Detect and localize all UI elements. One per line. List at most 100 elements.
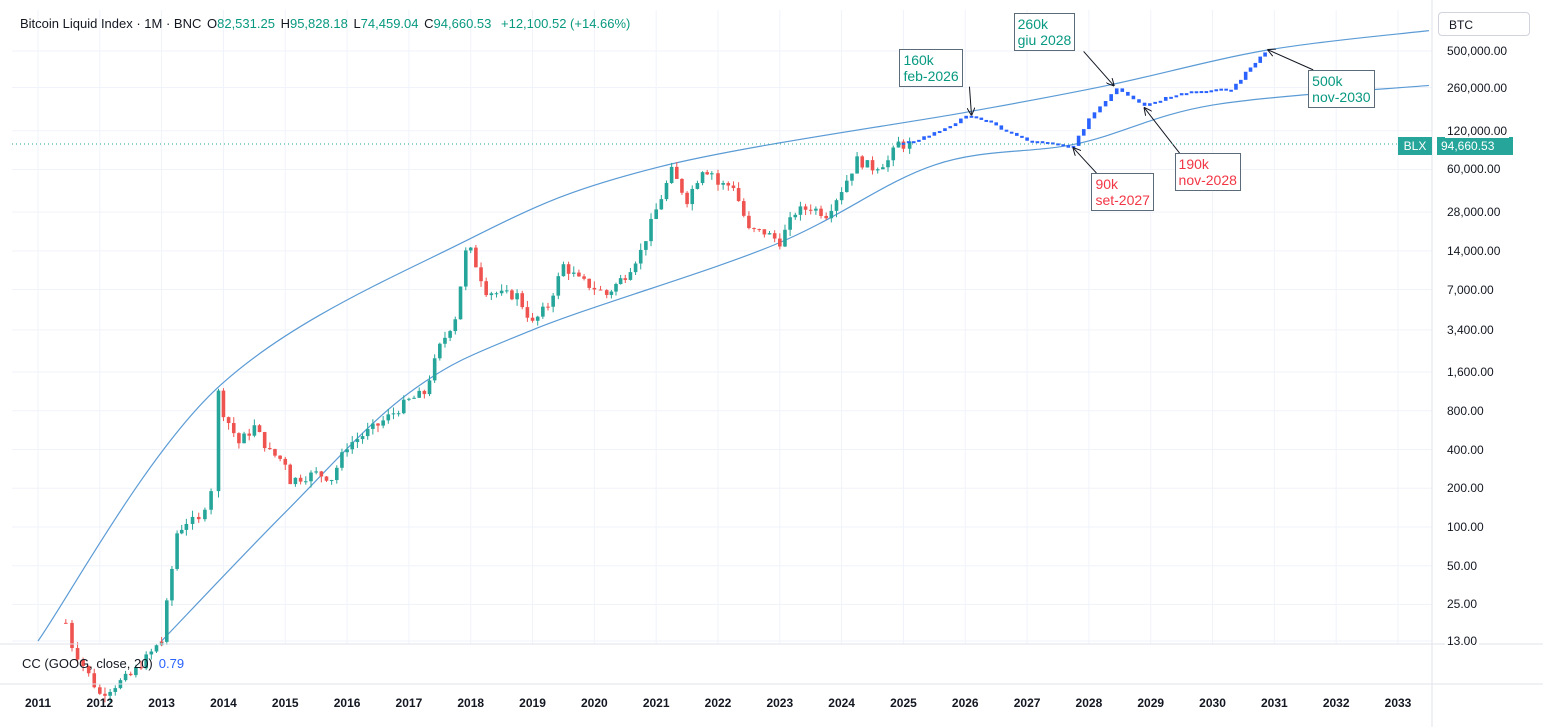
- indicator-pane-label[interactable]: CC (GOOG, close, 20) 0.79: [22, 656, 184, 671]
- annotation-label[interactable]: 260k giu 2028: [1013, 13, 1076, 52]
- candle-body: [592, 287, 597, 290]
- candle-body: [376, 423, 380, 426]
- price-tick-label: 120,000.00: [1445, 123, 1510, 138]
- projection-bar: [964, 115, 968, 119]
- candle-body: [664, 182, 669, 200]
- annotation-value: 500k: [1312, 72, 1343, 89]
- candle-body: [669, 166, 674, 183]
- projection-bar: [1109, 94, 1113, 102]
- projection-bar: [1209, 90, 1214, 93]
- projection-bar: [1051, 142, 1055, 145]
- candle-body: [582, 276, 586, 279]
- time-tick-label: 2030: [1199, 696, 1226, 710]
- projection-bar: [1184, 93, 1189, 96]
- annotation-arrow: [1268, 50, 1314, 71]
- candle-body: [525, 307, 530, 318]
- projection-bar: [1087, 118, 1091, 130]
- candle-body: [196, 516, 201, 520]
- candle-body: [850, 173, 854, 181]
- candle-body: [75, 648, 80, 660]
- candle-body: [283, 458, 288, 465]
- price-tick-label: 14,000.00: [1445, 243, 1503, 258]
- price-tick-label: 3,400.00: [1445, 322, 1496, 337]
- candle-body: [273, 449, 277, 456]
- annotation-label[interactable]: 160k feb-2026: [899, 48, 963, 87]
- candle-body: [566, 264, 571, 274]
- candle-body: [371, 423, 375, 429]
- candle-body: [803, 206, 808, 210]
- candle-body: [891, 147, 896, 161]
- projection-bar: [1014, 132, 1019, 136]
- projection-bar: [917, 139, 921, 142]
- candle-body: [278, 455, 282, 459]
- candle-body: [609, 291, 614, 295]
- projection-bar: [906, 141, 911, 144]
- projection-bar: [1056, 143, 1060, 146]
- time-tick-label: 2026: [951, 696, 979, 710]
- time-tick-label: 2031: [1261, 696, 1288, 710]
- annotation-arrow: [969, 86, 971, 115]
- candle-body: [164, 600, 169, 642]
- candle-body: [70, 622, 74, 649]
- projection-bar: [994, 122, 998, 126]
- candle-body: [705, 172, 709, 175]
- candle-body: [604, 290, 609, 295]
- candle-body: [468, 247, 473, 251]
- candle-body: [834, 200, 839, 211]
- candle-body: [757, 229, 762, 231]
- annotation-label[interactable]: 500k nov-2030: [1308, 69, 1375, 108]
- price-tick-label: 260,000.00: [1445, 80, 1510, 95]
- candle-body: [870, 160, 875, 171]
- indicator-value: 0.79: [158, 656, 185, 671]
- projection-bar: [1148, 103, 1152, 106]
- candle-body: [824, 215, 828, 219]
- price-tick-label: 28,000.00: [1445, 205, 1503, 220]
- time-tick-label: 2028: [1075, 696, 1103, 710]
- candle-body: [772, 233, 777, 239]
- candle-body: [587, 278, 592, 288]
- projection-bar: [927, 135, 932, 138]
- candle-body: [510, 290, 514, 300]
- price-tick-label: 7,000.00: [1445, 282, 1496, 297]
- candle-body: [875, 169, 880, 171]
- candle-body: [494, 293, 499, 295]
- price-tick-label: 50.00: [1445, 558, 1480, 573]
- projection-bar: [1253, 62, 1258, 68]
- candle-body: [422, 390, 427, 395]
- channel-line-upper: [37, 30, 1429, 642]
- candle-body: [237, 433, 241, 444]
- projection-bar: [1243, 71, 1248, 80]
- annotation-date: set-2027: [1095, 192, 1150, 209]
- projection-bar: [1204, 91, 1209, 94]
- candle-body: [726, 183, 731, 186]
- time-tick-label: 2022: [704, 696, 732, 710]
- candle-body: [123, 673, 128, 681]
- projection-bar: [1239, 79, 1243, 84]
- symbol-button[interactable]: BTC: [1438, 12, 1530, 36]
- candle-body: [881, 167, 885, 170]
- candle-body: [504, 290, 509, 292]
- annotation-label[interactable]: 90k set-2027: [1091, 173, 1154, 212]
- chart-legend-header: Bitcoin Liquid Index · 1M · BNC O82,531.…: [20, 16, 630, 31]
- price-tick-label: 25.00: [1445, 597, 1480, 612]
- candle-body: [345, 449, 349, 453]
- candle-body: [747, 215, 751, 229]
- annotation-label[interactable]: 190k nov-2028: [1174, 153, 1241, 192]
- candle-body: [355, 439, 360, 443]
- candle-body: [298, 477, 303, 482]
- candle-body: [546, 306, 550, 308]
- candle-body: [401, 399, 406, 414]
- candle-body: [479, 267, 483, 282]
- price-tick-label: 800.00: [1445, 403, 1486, 418]
- candle-body: [535, 316, 540, 321]
- time-tick-label: 2020: [581, 696, 608, 710]
- candle-body: [767, 233, 772, 235]
- price-tag-symbol: BLX: [1398, 137, 1432, 155]
- candle-body: [489, 293, 494, 296]
- projection-bar: [1263, 52, 1267, 57]
- candlestick-series: [64, 136, 912, 703]
- channel-lines: [37, 30, 1429, 642]
- candle-body: [530, 317, 535, 321]
